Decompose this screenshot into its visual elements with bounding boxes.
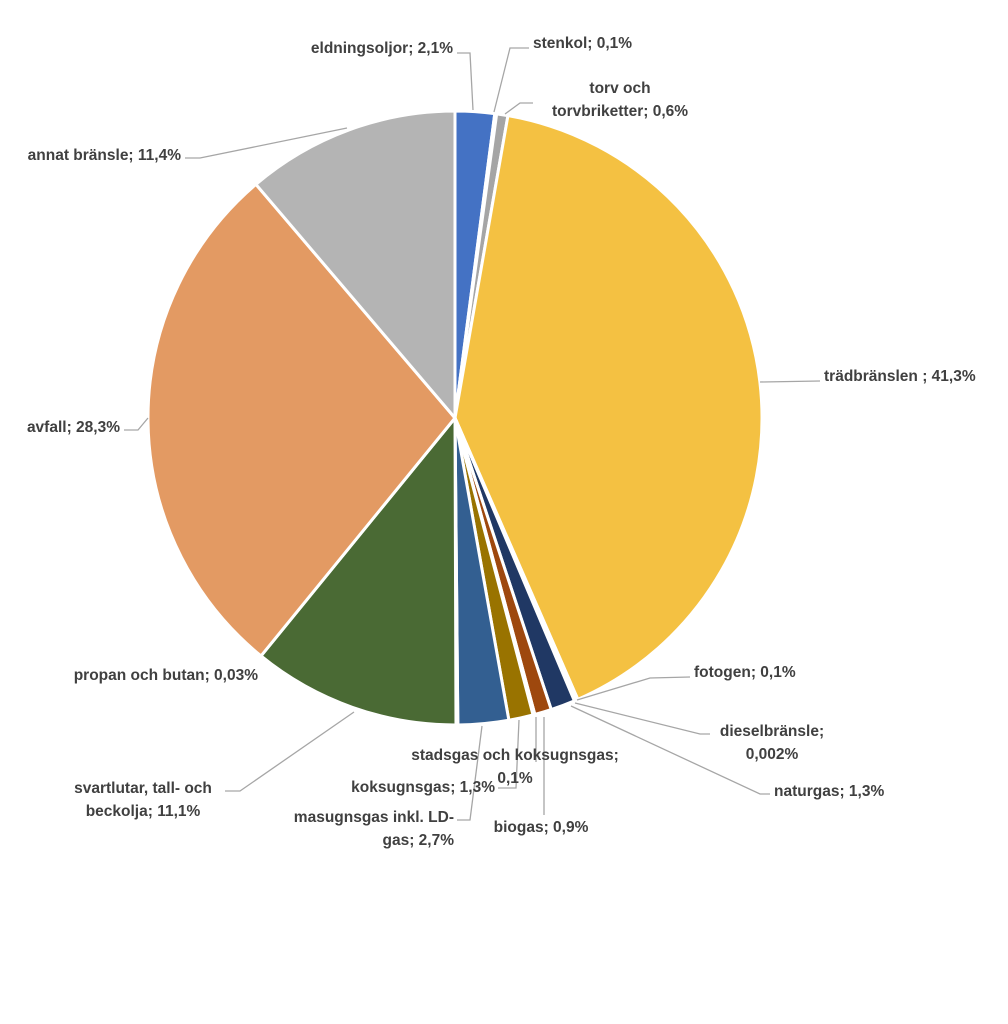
pie-slice: [453, 113, 764, 702]
data-label-line: avfall; 28,3%: [27, 419, 120, 436]
data-labels: eldningsoljor; 2,1% stenkol; 0,1% torv och…: [27, 35, 976, 849]
pie-slices: [146, 109, 764, 727]
leader-line: [457, 52, 474, 111]
leader-line: [759, 380, 821, 383]
leader-lines: [124, 47, 821, 821]
data-label-line: beckolja; 11,1%: [86, 803, 201, 820]
pie-slice: [258, 413, 458, 727]
data-label: koksugnsgas; 1,3%: [351, 779, 495, 796]
data-label-line: torvbriketter; 0,6%: [552, 103, 688, 120]
leader-line: [504, 102, 533, 115]
pie-slice: [146, 182, 457, 659]
data-label: avfall; 28,3%: [27, 419, 120, 436]
leader-line: [493, 47, 529, 113]
data-label: fotogen; 0,1%: [694, 664, 796, 681]
leader-line: [574, 702, 710, 735]
data-label: biogas; 0,9%: [494, 819, 589, 836]
leader-line: [576, 676, 691, 701]
data-label-line: dieselbränsle;: [720, 723, 824, 740]
data-label: naturgas; 1,3%: [774, 783, 884, 800]
data-label-line: annat bränsle; 11,4%: [28, 147, 182, 164]
data-label: svartlutar, tall- och beckolja; 11,1%: [74, 780, 212, 820]
data-label: trädbränslen ; 41,3%: [824, 368, 976, 385]
data-label-line: koksugnsgas; 1,3%: [351, 779, 495, 796]
data-label-line: stenkol; 0,1%: [533, 35, 632, 52]
data-label: masugnsgas inkl. LD-gas; 2,7%: [294, 809, 454, 849]
data-label-line: biogas; 0,9%: [494, 819, 589, 836]
data-label-line: 0,1%: [497, 770, 533, 787]
data-label-line: eldningsoljor; 2,1%: [311, 40, 453, 57]
data-label-line: fotogen; 0,1%: [694, 664, 796, 681]
leader-line: [225, 711, 355, 792]
pie-slice: [253, 109, 457, 423]
data-label: eldningsoljor; 2,1%: [311, 40, 453, 57]
leader-line: [457, 725, 483, 821]
data-label: annat bränsle; 11,4%: [28, 147, 182, 164]
data-label: torv och torvbriketter; 0,6%: [552, 80, 688, 120]
data-label-line: svartlutar, tall- och: [74, 780, 212, 797]
data-label-line: masugnsgas inkl. LD-: [294, 809, 454, 826]
data-label-line: stadsgas och koksugnsgas;: [411, 747, 619, 764]
data-label-line: torv och: [589, 80, 650, 97]
data-label-line: gas; 2,7%: [382, 832, 454, 849]
data-label-line: naturgas; 1,3%: [774, 783, 884, 800]
leader-line: [498, 719, 520, 789]
leader-line: [570, 705, 770, 795]
data-label-line: trädbränslen ; 41,3%: [824, 368, 976, 385]
data-label: stadsgas och koksugnsgas; 0,1%: [411, 747, 619, 787]
leader-line: [185, 127, 348, 159]
data-label-line: 0,002%: [746, 746, 799, 763]
data-label: dieselbränsle; 0,002%: [720, 723, 824, 763]
leader-line: [124, 417, 149, 431]
data-label: propan och butan; 0,03%: [74, 667, 259, 684]
data-label: stenkol; 0,1%: [533, 35, 632, 52]
data-label-line: propan och butan; 0,03%: [74, 667, 259, 684]
